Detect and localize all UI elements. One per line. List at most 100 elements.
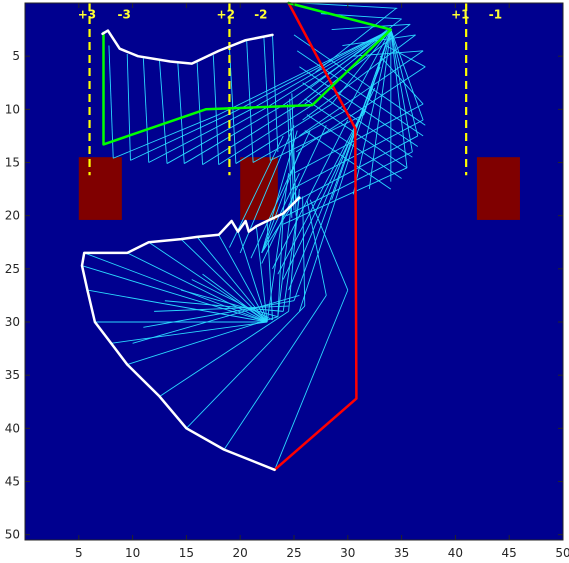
red-arm-line bbox=[273, 1, 358, 472]
link-line bbox=[127, 316, 278, 365]
y-tick-label: 20 bbox=[5, 209, 20, 223]
y-tick-label: 5 bbox=[12, 49, 20, 63]
region-label: -3 bbox=[118, 8, 131, 22]
link-line bbox=[250, 29, 392, 110]
link-line bbox=[218, 29, 392, 116]
link-line bbox=[142, 58, 150, 163]
x-tick-label: 50 bbox=[555, 546, 569, 560]
link-line bbox=[286, 151, 413, 217]
link-line bbox=[299, 29, 392, 105]
link-line bbox=[331, 23, 411, 31]
region-label: +1 bbox=[451, 8, 469, 22]
link-line bbox=[87, 289, 268, 323]
link-line bbox=[296, 50, 424, 137]
link-line bbox=[302, 34, 416, 121]
link-line bbox=[266, 173, 290, 323]
link-line bbox=[255, 226, 268, 323]
link-line bbox=[299, 66, 418, 147]
y-tick-label: 10 bbox=[5, 102, 20, 116]
x-tick-label: 25 bbox=[286, 546, 301, 560]
link-line bbox=[252, 108, 349, 163]
link-line bbox=[390, 29, 419, 137]
link-line bbox=[196, 236, 268, 323]
obstacle-1 bbox=[78, 157, 122, 220]
x-tick-label: 20 bbox=[233, 546, 248, 560]
link-line bbox=[235, 103, 332, 164]
link-line bbox=[282, 197, 300, 312]
link-line bbox=[126, 54, 131, 161]
x-tick-label: 45 bbox=[502, 546, 517, 560]
link-line bbox=[282, 87, 376, 280]
obstacle-3 bbox=[476, 157, 520, 220]
link-line bbox=[291, 119, 424, 190]
x-tick-label: 40 bbox=[448, 546, 463, 560]
link-line bbox=[304, 23, 411, 105]
link-line bbox=[272, 119, 349, 270]
y-tick-label: 30 bbox=[5, 315, 20, 329]
link-line bbox=[390, 29, 424, 121]
green-arm-line bbox=[102, 1, 393, 146]
link-line bbox=[148, 108, 252, 163]
link-line bbox=[385, 45, 426, 68]
link-line bbox=[177, 62, 185, 164]
link-line bbox=[266, 220, 273, 320]
x-tick-label: 5 bbox=[75, 546, 83, 560]
link-line bbox=[184, 104, 284, 164]
envelope-lower-line bbox=[80, 196, 301, 472]
y-tick-label: 15 bbox=[5, 156, 20, 170]
link-line bbox=[81, 265, 268, 323]
link-line bbox=[234, 29, 392, 112]
link-line bbox=[298, 29, 392, 312]
y-tick-label: 45 bbox=[5, 475, 20, 489]
y-tick-label: 40 bbox=[5, 421, 20, 435]
obstacle-2 bbox=[240, 157, 278, 220]
link-line bbox=[111, 321, 268, 344]
link-line bbox=[293, 45, 386, 301]
link-line bbox=[309, 18, 402, 89]
link-line bbox=[289, 109, 297, 200]
y-tick-label: 35 bbox=[5, 368, 20, 382]
link-line bbox=[309, 199, 349, 291]
link-line bbox=[250, 130, 311, 259]
link-line bbox=[274, 289, 349, 470]
x-tick-label: 10 bbox=[125, 546, 140, 560]
region-labels: +3 -3 +2 -2 +1 -1 bbox=[78, 8, 502, 22]
link-line bbox=[202, 273, 268, 323]
x-axis-ticks: 5 10 15 20 25 30 35 40 45 50 bbox=[75, 3, 569, 560]
link-line bbox=[143, 300, 295, 328]
link-line bbox=[306, 199, 327, 296]
link-line bbox=[108, 45, 114, 159]
envelope-upper-line bbox=[101, 29, 274, 65]
link-line bbox=[272, 34, 279, 152]
link-line bbox=[246, 40, 254, 163]
axes-area bbox=[25, 3, 563, 540]
region-label: +3 bbox=[78, 8, 96, 22]
link-line bbox=[218, 102, 316, 166]
link-line bbox=[277, 213, 284, 317]
link-line bbox=[127, 252, 268, 323]
link-line bbox=[202, 103, 300, 166]
link-line bbox=[196, 62, 203, 165]
link-line bbox=[302, 196, 306, 307]
link-line bbox=[263, 37, 271, 161]
link-line bbox=[390, 29, 408, 168]
link-line bbox=[159, 311, 289, 397]
link-line bbox=[293, 103, 424, 174]
link-line bbox=[295, 66, 426, 153]
link-line bbox=[154, 305, 289, 312]
link-line bbox=[293, 34, 426, 126]
link-line bbox=[84, 252, 268, 323]
link-line bbox=[315, 7, 397, 73]
link-line bbox=[261, 151, 300, 254]
link-line bbox=[113, 114, 219, 159]
link-line bbox=[223, 295, 327, 450]
link-line bbox=[180, 238, 268, 323]
link-line bbox=[186, 305, 306, 429]
x-tick-label: 35 bbox=[394, 546, 409, 560]
link-line bbox=[390, 29, 413, 152]
link-line bbox=[166, 106, 268, 164]
y-tick-label: 50 bbox=[5, 528, 20, 542]
x-tick-label: 15 bbox=[179, 546, 194, 560]
link-line bbox=[148, 241, 268, 323]
